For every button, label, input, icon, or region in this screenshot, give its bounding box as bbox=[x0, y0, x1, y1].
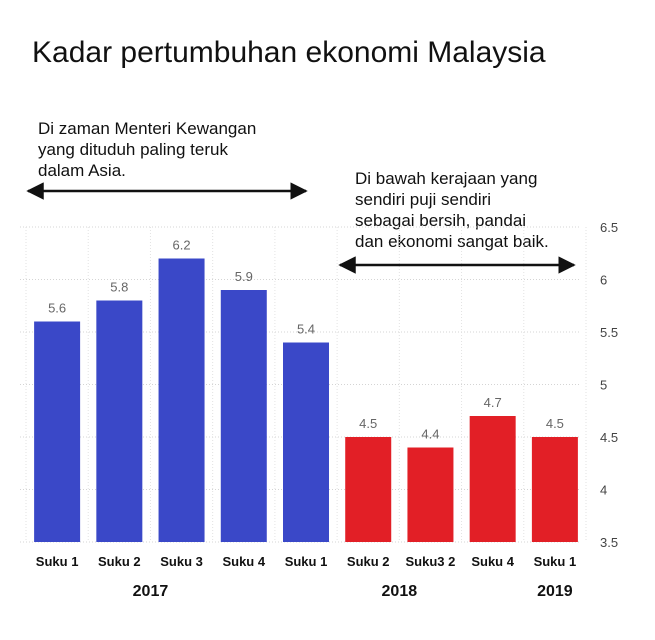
bar-value-label: 4.5 bbox=[359, 416, 377, 431]
bar-value-label: 4.5 bbox=[546, 416, 564, 431]
x-tick-label: Suku 4 bbox=[222, 554, 265, 569]
x-tick-label: Suku 1 bbox=[36, 554, 79, 569]
x-tick-label: Suku 2 bbox=[347, 554, 390, 569]
bar-value-label: 6.2 bbox=[173, 238, 191, 253]
annotation-right: Di bawah kerajaan yang sendiri puji send… bbox=[355, 169, 549, 251]
x-tick-label: Suku 3 bbox=[160, 554, 203, 569]
bar-value-label: 4.7 bbox=[484, 395, 502, 410]
year-label: 2018 bbox=[382, 583, 418, 600]
y-tick-label: 6 bbox=[600, 273, 607, 288]
bar bbox=[34, 321, 81, 542]
bar-value-label: 5.4 bbox=[297, 322, 315, 337]
y-tick-label: 4 bbox=[600, 483, 607, 498]
bar bbox=[283, 342, 329, 542]
x-tick-label: Suku 1 bbox=[534, 554, 577, 569]
bar bbox=[531, 437, 578, 542]
bar bbox=[96, 300, 143, 542]
y-tick-label: 5 bbox=[600, 378, 607, 393]
bar bbox=[158, 258, 205, 542]
bar-value-label: 4.4 bbox=[421, 427, 439, 442]
year-label: 2017 bbox=[133, 583, 169, 600]
x-tick-label: Suku 1 bbox=[285, 554, 328, 569]
bar-value-label: 5.6 bbox=[48, 301, 66, 316]
bar bbox=[220, 290, 267, 542]
bar bbox=[407, 447, 454, 542]
bar-value-label: 5.8 bbox=[110, 280, 128, 295]
y-tick-label: 3.5 bbox=[600, 535, 618, 550]
x-tick-label: Suku3 2 bbox=[406, 554, 456, 569]
chart-title: Kadar pertumbuhan ekonomi Malaysia bbox=[32, 36, 546, 69]
annotation-left: Di zaman Menteri Kewangan yang dituduh p… bbox=[38, 119, 257, 180]
y-tick-label: 4.5 bbox=[600, 430, 618, 445]
bar-value-label: 5.9 bbox=[235, 269, 253, 284]
year-label: 2019 bbox=[537, 583, 573, 600]
bar bbox=[345, 437, 392, 542]
x-tick-label: Suku 2 bbox=[98, 554, 141, 569]
y-tick-label: 6.5 bbox=[600, 220, 618, 235]
bar bbox=[469, 416, 516, 542]
x-tick-label: Suku 4 bbox=[471, 554, 514, 569]
y-tick-label: 5.5 bbox=[600, 325, 618, 340]
